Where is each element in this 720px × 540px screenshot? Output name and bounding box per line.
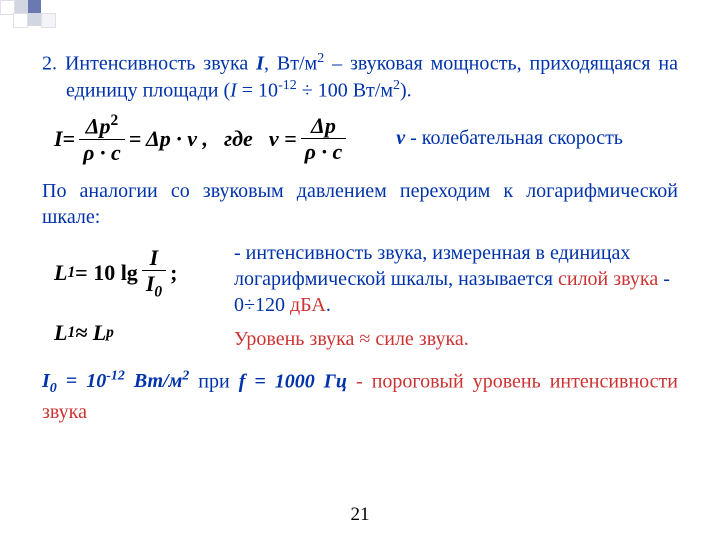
text-log-scale: По аналогии со звуковым давлением перехо… [42, 178, 678, 230]
corner-decor [0, 0, 56, 22]
page-number: 21 [0, 504, 720, 526]
formula-L1: L1 = 10 lg I I0 ; [54, 246, 214, 301]
note-sound-intensity: - интенсивность звука, измеренная в един… [234, 240, 678, 360]
item-number: 2. [42, 53, 57, 75]
slide-content: 2. Интенсивность звука I, Вт/м2 – звуков… [0, 0, 720, 425]
note-level-eq-force: Уровень звука ≈ силе звука. [234, 326, 678, 352]
formula-row-intensity: I = Δp2 ρ · c = Δp · v , где v = Δp ρ · … [54, 113, 678, 164]
text-threshold: I0 = 10-12 Вт/м2 при f = 1000 Гц - порог… [42, 368, 678, 425]
formula-I: I = Δp2 ρ · c = Δp · v , где v = Δp ρ · … [54, 113, 350, 164]
definition-intensity: 2. Интенсивность звука I, Вт/м2 – звуков… [42, 50, 678, 103]
note-oscillation-velocity: v - колебательная скорость [396, 127, 678, 150]
formula-row-log: L1 = 10 lg I I0 ; L1 ≈ Lp - интенсивност… [54, 240, 678, 360]
formula-L1-Lp: L1 ≈ Lp [54, 320, 214, 346]
